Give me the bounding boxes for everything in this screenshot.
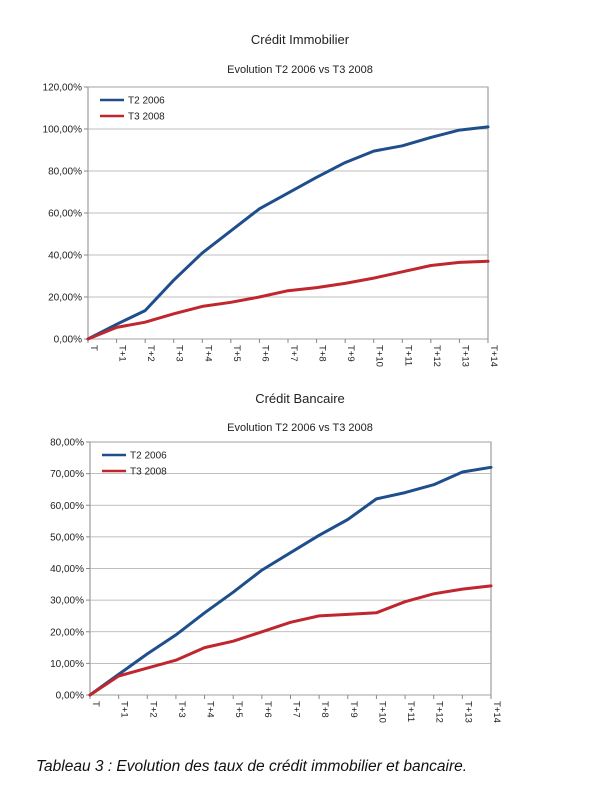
chart-subtitle: Evolution T2 2006 vs T3 2008 [227,422,373,434]
legend-label: T2 2006 [130,451,167,462]
x-tick-label: T+4 [202,345,213,362]
x-tick-label: T+14 [491,701,502,723]
x-tick-label: T+7 [288,345,299,362]
x-tick-label: T+6 [259,345,270,362]
y-tick-label: 20,00% [50,627,84,638]
x-tick-label: T+6 [262,701,273,718]
x-tick-label: T+5 [231,345,242,362]
y-tick-label: 60,00% [48,209,82,220]
series-line [88,465,493,697]
chart-immobilier: Crédit Immobilier Evolution T2 2006 vs T… [0,0,600,385]
y-tick-label: 100,00% [43,125,83,136]
x-tick-label: T+13 [459,345,470,367]
chart-title: Crédit Immobilier [250,32,350,47]
legend-label: T2 2006 [128,96,165,107]
x-tick-label: T+1 [119,701,130,718]
x-tick-label: T [88,345,99,351]
series-line [86,259,490,341]
x-tick-label: T+11 [405,701,416,722]
x-tick-label: T+4 [205,701,216,718]
y-tick-label: 0,00% [54,335,82,346]
series-line [86,125,490,341]
x-tick-label: T+5 [233,701,244,718]
y-tick-label: 60,00% [50,501,84,512]
x-tick-label: T+2 [147,701,158,718]
x-tick-label: T+13 [462,701,473,723]
x-tick-label: T+14 [488,345,499,367]
x-tick-label: T+10 [376,701,387,723]
y-tick-label: 20,00% [48,293,82,304]
y-tick-label: 40,00% [48,251,82,262]
y-tick-label: 80,00% [50,438,84,449]
y-tick-label: 30,00% [50,596,84,607]
x-tick-label: T+3 [174,345,185,362]
chart-bancaire-plot: 0,00% 10,00% 20,00% 30,00% 40,00% 50,00% 60,00… [50,438,502,723]
y-tick-label: 70,00% [50,469,84,480]
y-tick-label: 80,00% [48,167,82,178]
chart-bancaire: Crédit Bancaire Evolution T2 2006 vs T3 … [0,385,600,740]
x-tick-label: T+7 [291,701,302,718]
chart-subtitle: Evolution T2 2006 vs T3 2008 [227,64,373,76]
chart-immobilier-plot: 0,00% 20,00% 40,00% 60,00% 80,00% 100,00% 120,… [43,83,499,367]
x-tick-label: T+12 [434,701,445,723]
x-tick-label: T [90,701,101,707]
y-tick-label: 0,00% [56,691,84,702]
x-tick-label: T+9 [348,701,359,718]
x-tick-label: T+12 [431,345,442,367]
x-tick-label: T+8 [317,345,328,362]
x-tick-label: T+3 [176,701,187,718]
x-tick-label: T+1 [117,345,128,362]
y-tick-label: 40,00% [50,564,84,575]
x-tick-label: T+9 [345,345,356,362]
figure-caption: Tableau 3 : Evolution des taux de crédit… [36,758,468,775]
y-tick-label: 120,00% [43,83,83,94]
x-tick-label: T+10 [374,345,385,367]
chart-title: Crédit Bancaire [255,391,345,406]
y-tick-label: 50,00% [50,532,84,543]
y-tick-label: 10,00% [50,659,84,670]
x-tick-label: T+2 [145,345,156,362]
x-tick-label: T+11 [402,345,413,366]
legend-label: T3 2008 [130,467,167,478]
legend-label: T3 2008 [128,112,165,123]
x-tick-label: T+8 [319,701,330,718]
series-line [88,584,493,697]
